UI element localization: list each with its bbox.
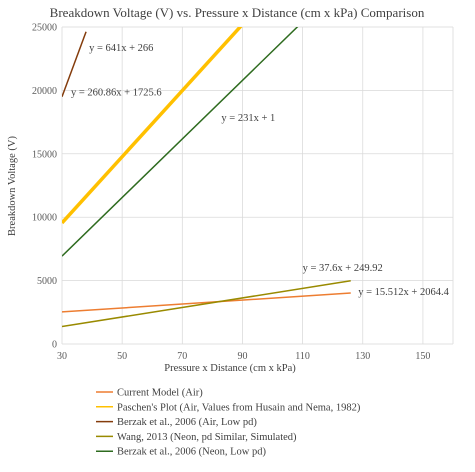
x-axis-label: Pressure x Distance (cm x kPa) bbox=[164, 363, 296, 374]
x-tick-label: 150 bbox=[415, 351, 430, 362]
legend-label: Current Model (Air) bbox=[117, 388, 203, 399]
x-tick-label: 90 bbox=[237, 351, 247, 362]
legend-label: Berzak et al., 2006 (Air, Low pd) bbox=[117, 417, 257, 428]
legend-label: Paschen's Plot (Air, Values from Husain … bbox=[117, 402, 361, 413]
series-lines bbox=[62, 27, 351, 328]
x-tick-label: 70 bbox=[177, 351, 187, 362]
x-tick-label: 110 bbox=[295, 351, 310, 362]
trendline-equation: y = 641x + 266 bbox=[89, 43, 153, 54]
y-tick-label: 15000 bbox=[32, 149, 57, 160]
series-line bbox=[62, 280, 351, 328]
y-axis-label: Breakdown Voltage (V) bbox=[7, 136, 18, 236]
legend-label: Wang, 2013 (Neon, pd Similar, Simulated) bbox=[117, 432, 297, 443]
trendline-equations: y = 641x + 266 y = 260.86x + 1725.6 y = 23… bbox=[71, 43, 450, 298]
trendline-equation: y = 260.86x + 1725.6 bbox=[71, 87, 162, 98]
trendline-equation: y = 231x + 1 bbox=[221, 113, 275, 124]
y-tick-label: 10000 bbox=[32, 213, 57, 224]
tick-labels: 30 50 70 90 110 130 150 0 5000 10000 15000 20000 250… bbox=[32, 23, 430, 363]
trendline-equation: y = 37.6x + 249.92 bbox=[303, 263, 383, 274]
x-tick-label: 130 bbox=[355, 351, 370, 362]
chart-title: Breakdown Voltage (V) vs. Pressure x Dis… bbox=[50, 5, 425, 20]
legend: Current Model (Air) Paschen's Plot (Air, … bbox=[96, 388, 361, 458]
y-tick-label: 0 bbox=[52, 340, 57, 351]
series-line bbox=[62, 292, 351, 313]
series-line bbox=[62, 31, 87, 98]
x-tick-label: 50 bbox=[117, 351, 127, 362]
y-tick-label: 20000 bbox=[32, 86, 57, 97]
y-tick-label: 5000 bbox=[37, 276, 57, 287]
series-line bbox=[62, 27, 243, 225]
y-tick-label: 25000 bbox=[32, 23, 57, 34]
trendline-equation: y = 15.512x + 2064.4 bbox=[358, 287, 449, 298]
legend-label: Berzak et al., 2006 (Neon, Low pd) bbox=[117, 447, 266, 458]
series-line bbox=[62, 27, 299, 257]
x-tick-label: 30 bbox=[57, 351, 67, 362]
